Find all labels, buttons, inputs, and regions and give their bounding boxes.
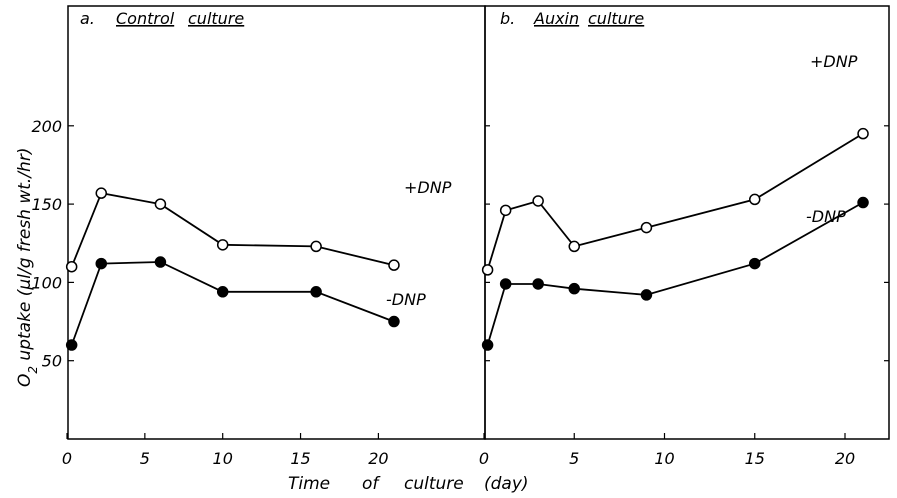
panel-b-title-word-2: culture: [588, 9, 644, 28]
y-axis-label: O2 uptake (µl/g fresh wt./hr): [15, 148, 40, 387]
panel-a-point-plus-dnp: [154, 198, 167, 210]
panel-b-point-plus-dnp: [499, 204, 512, 217]
panel-a-point-minus-dnp: [310, 286, 322, 298]
panel-b-point-plus-dnp: [532, 195, 544, 207]
panel-a-point-plus-dnp: [65, 260, 78, 273]
panel-b-point-plus-dnp: [857, 127, 869, 140]
panel-b-point-plus-dnp: [568, 240, 580, 253]
panel-a-title-word-2: culture: [188, 9, 244, 28]
panel-a-series-lines: [70, 192, 395, 346]
panel-b-point-minus-dnp: [499, 278, 512, 290]
x-axis-label-day: (day): [484, 474, 529, 494]
panel-b-data-points: [481, 127, 869, 351]
panel-b-title-word-1: Auxin: [533, 9, 579, 28]
panel-b-frame: [484, 5, 890, 440]
x-axis-label-of: of: [362, 474, 381, 494]
panel-a-point-minus-dnp: [95, 257, 108, 270]
panel-b-point-plus-dnp: [481, 264, 494, 276]
panel-b-ticks: 0 5 10 15 20: [479, 125, 889, 468]
panel-a-x-tick-label: 5: [140, 449, 150, 468]
y-axis-label-subscript: 2: [26, 366, 40, 374]
panel-b-minus-dnp-label: -DNP: [806, 207, 846, 226]
panel-b-point-minus-dnp: [749, 257, 761, 270]
panel-b-x-tick-label: 10: [654, 449, 674, 468]
panel-a-point-plus-dnp: [388, 259, 400, 271]
y-axis-label-o: O: [15, 374, 35, 387]
panel-b-x-tick-label: 15: [745, 449, 765, 468]
panel-b-point-minus-dnp: [568, 282, 580, 295]
panel-b-series-lines: [486, 132, 864, 346]
panel-a-x-tick-label: 0: [62, 449, 72, 468]
panel-a-series-line-minus-dnp: [70, 261, 395, 346]
panel-a-ticks: 0 5 10 15 20 50 100 150 200: [31, 117, 388, 468]
panel-a-y-tick-label: 200: [31, 117, 62, 136]
panel-b-series-line-plus-dnp: [486, 132, 864, 271]
panel-a-point-plus-dnp: [310, 240, 322, 253]
panel-b-point-minus-dnp: [640, 289, 653, 301]
panel-a-point-minus-dnp: [65, 339, 78, 351]
panel-a-control-culture: a. Control culture 0 5 10 15 20 50 100 150 200 +…: [31, 5, 486, 468]
panel-b-point-plus-dnp: [640, 221, 653, 234]
panel-b-letter: b.: [500, 9, 515, 28]
panel-a-point-minus-dnp: [154, 256, 167, 268]
panel-b-point-minus-dnp: [857, 196, 869, 209]
panel-a-minus-dnp-label: -DNP: [386, 290, 426, 309]
panel-b-plus-dnp-label: +DNP: [810, 52, 858, 71]
panel-a-data-points: [65, 187, 400, 351]
panel-b-x-tick-label: 5: [569, 449, 579, 468]
x-axis-label-culture: culture: [404, 474, 464, 494]
panel-b-point-minus-dnp: [481, 339, 494, 351]
panel-a-frame: [67, 5, 486, 440]
panel-a-point-plus-dnp: [95, 187, 108, 199]
panel-a-letter: a.: [80, 9, 95, 28]
panel-a-point-plus-dnp: [216, 239, 229, 251]
panel-a-y-tick-label: 50: [42, 352, 62, 371]
panel-b-x-tick-label: 20: [835, 449, 855, 468]
panel-a-x-tick-label: 20: [368, 449, 388, 468]
panel-a-point-minus-dnp: [388, 315, 400, 328]
x-axis-label-time: Time: [288, 474, 330, 494]
panel-a-y-tick-label: 100: [31, 273, 62, 292]
panel-b-x-tick-label: 0: [479, 449, 489, 468]
panel-a-x-tick-label: 15: [290, 449, 310, 468]
panel-b-auxin-culture: b. Auxin culture 0 5 10 15 20 +DNP -DNP: [479, 5, 890, 468]
panel-b-point-minus-dnp: [532, 278, 544, 290]
panel-a-series-line-plus-dnp: [70, 192, 395, 268]
panel-a-x-tick-label: 10: [213, 449, 233, 468]
panel-a-plus-dnp-label: +DNP: [404, 178, 452, 197]
y-axis-label-rest: uptake (µl/g fresh wt./hr): [15, 148, 35, 366]
x-axis-label: Time of culture (day): [288, 474, 529, 494]
panel-b-point-plus-dnp: [749, 193, 761, 206]
panel-a-title-word-1: Control: [116, 9, 175, 28]
panel-a-y-tick-label: 150: [31, 195, 62, 214]
panel-a-point-minus-dnp: [216, 286, 229, 298]
